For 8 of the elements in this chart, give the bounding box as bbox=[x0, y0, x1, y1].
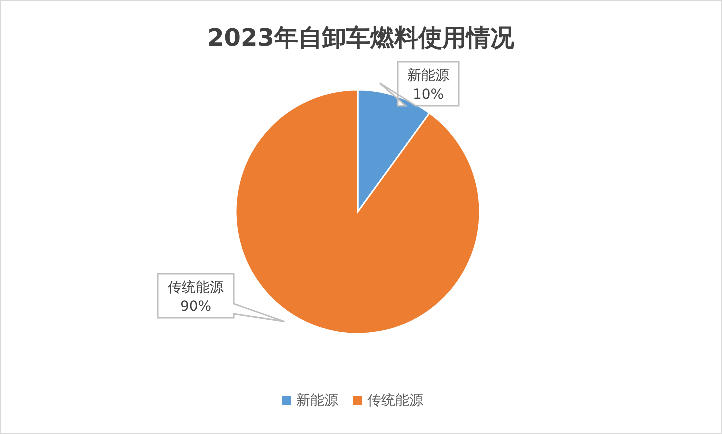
legend-label: 新能源 bbox=[296, 393, 338, 409]
legend-label: 传统能源 bbox=[368, 393, 424, 409]
chart-title: 2023年自卸车燃料使用情况 bbox=[208, 24, 516, 52]
data-label: 90% bbox=[180, 299, 212, 315]
pie-slice bbox=[235, 89, 481, 335]
slice-label: 新能源 bbox=[408, 68, 450, 84]
slice-label: 传统能源 bbox=[168, 280, 224, 296]
data-label: 10% bbox=[412, 87, 444, 103]
